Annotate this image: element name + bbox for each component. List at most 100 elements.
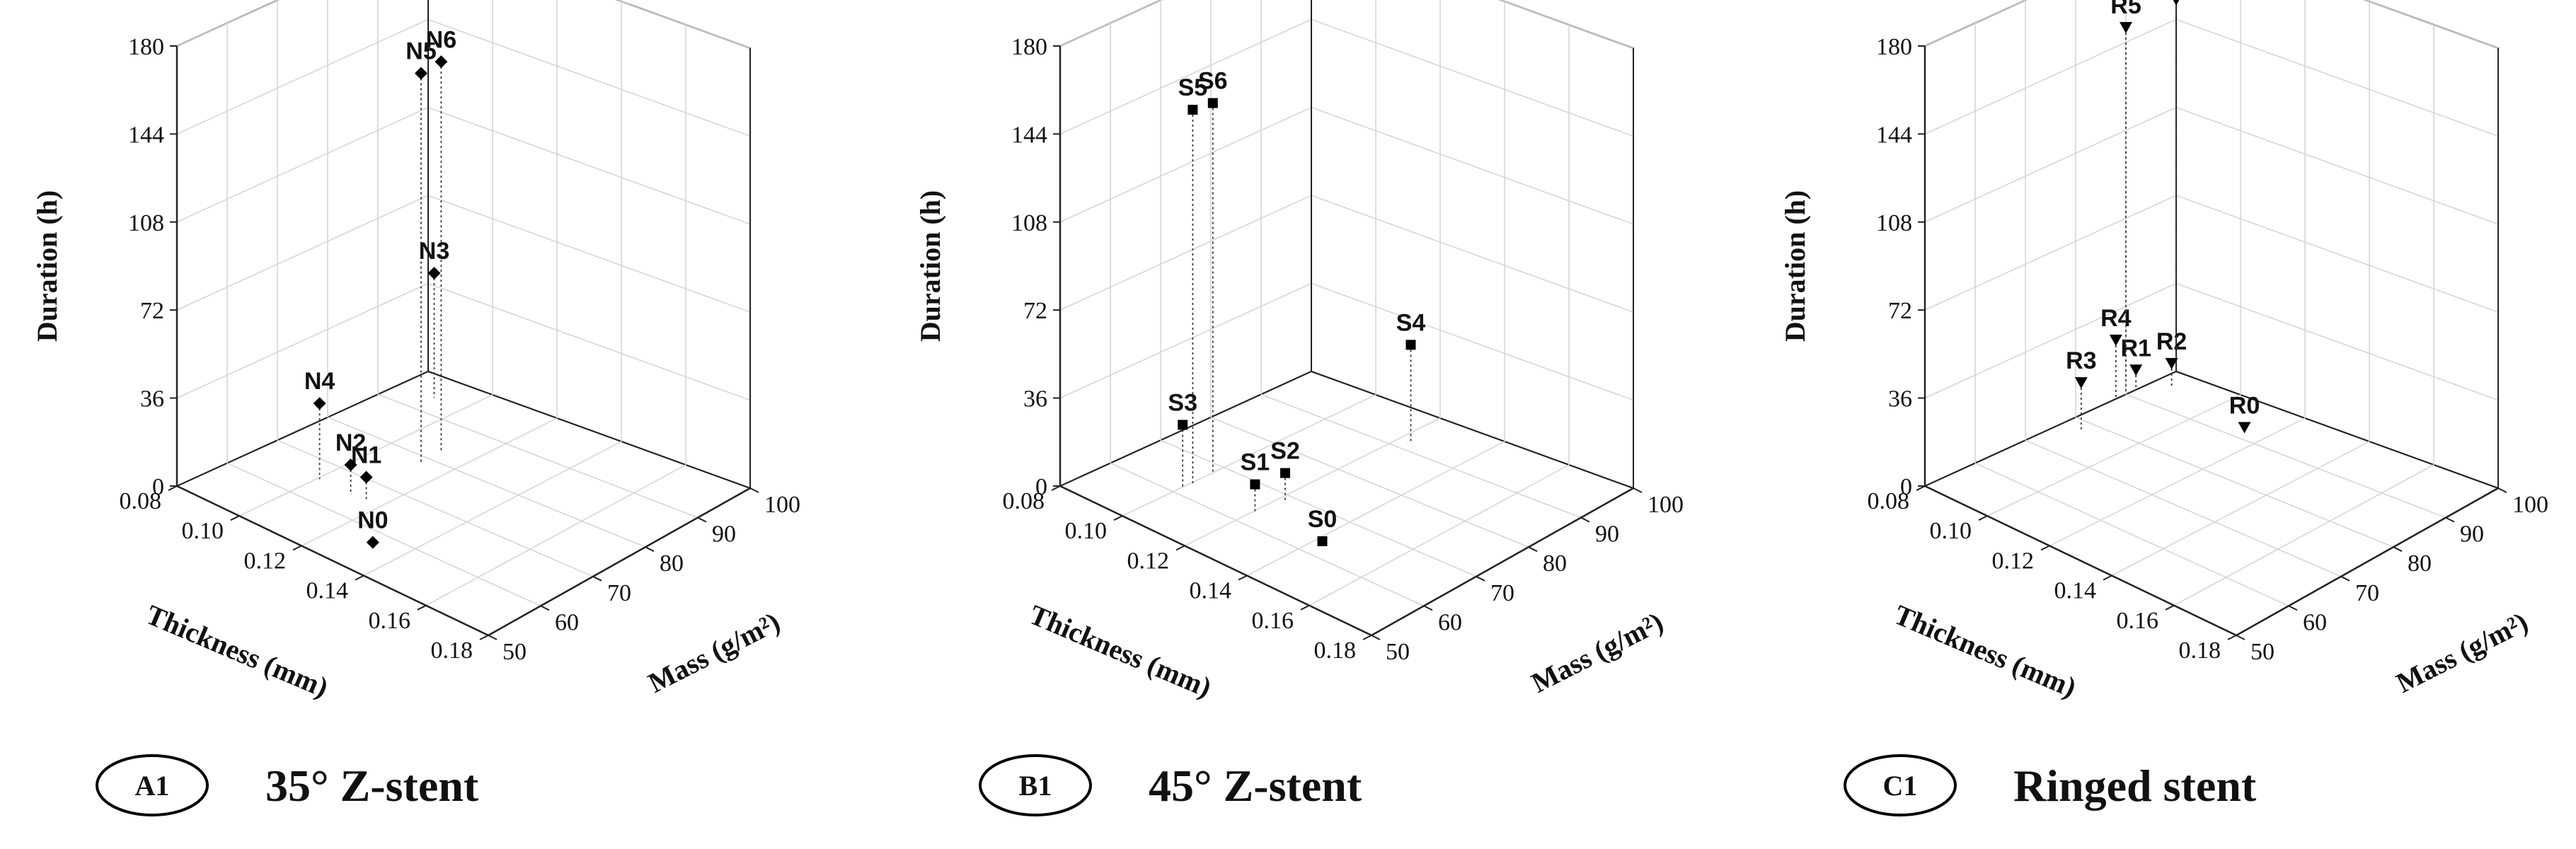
y-tick-label: 60 bbox=[1438, 609, 1462, 635]
y-tick-label: 60 bbox=[555, 609, 579, 635]
thickness-axis-line bbox=[1924, 485, 2237, 637]
x-tick-label: 0.10 bbox=[182, 518, 224, 544]
y-tick-mark bbox=[1528, 546, 1538, 553]
point-label-r3: R3 bbox=[2066, 347, 2096, 374]
point-label-s4: S4 bbox=[1396, 309, 1426, 336]
gridline bbox=[2364, 0, 2499, 49]
panel-badge-label: B1 bbox=[1019, 770, 1052, 802]
point-label-r1: R1 bbox=[2120, 335, 2151, 362]
y-tick-label: 100 bbox=[764, 492, 800, 518]
gridline bbox=[1059, 282, 1312, 399]
panel-title: Ringed stent bbox=[2013, 761, 2257, 811]
x-tick-mark bbox=[1362, 635, 1372, 640]
z-tick-label: 180 bbox=[1011, 34, 1047, 60]
y-axis-label: Mass (g/m²) bbox=[2391, 606, 2533, 699]
z-tick-label: 108 bbox=[1011, 210, 1047, 236]
x-tick-label: 0.14 bbox=[306, 578, 349, 604]
thickness-axis-line bbox=[1059, 485, 1372, 637]
marker-n6 bbox=[435, 55, 448, 69]
z-tick-label: 144 bbox=[1011, 122, 1047, 148]
mass-axis-line bbox=[2236, 487, 2499, 637]
gridline bbox=[427, 18, 751, 137]
x-tick-mark bbox=[2165, 604, 2175, 611]
gridline bbox=[1924, 195, 2177, 311]
z-tick-label: 144 bbox=[128, 122, 164, 148]
gridline bbox=[427, 107, 751, 225]
marker-s6 bbox=[1207, 98, 1218, 108]
y-tick-label: 60 bbox=[2303, 609, 2327, 635]
marker-r3 bbox=[2074, 377, 2088, 389]
marker-r6 bbox=[2173, 0, 2180, 6]
marker-r0 bbox=[2238, 422, 2251, 434]
gridline bbox=[1499, 0, 1634, 49]
x-tick-label: 0.14 bbox=[2054, 578, 2097, 604]
x-tick-label: 0.18 bbox=[1314, 637, 1357, 664]
x-tick-mark bbox=[1300, 604, 1310, 611]
y-tick-mark bbox=[2497, 487, 2507, 493]
gridline bbox=[301, 417, 558, 547]
x-tick-mark bbox=[1978, 515, 1988, 521]
gridline bbox=[1311, 18, 1634, 137]
x-tick-label: 0.16 bbox=[369, 608, 411, 634]
x-axis-label: Thickness (mm) bbox=[142, 599, 333, 704]
gridline bbox=[1924, 107, 2177, 223]
gridline bbox=[2173, 464, 2434, 606]
panel-badge-label: C1 bbox=[1883, 770, 1918, 802]
gridline bbox=[2049, 417, 2306, 547]
point-label-s5: S5 bbox=[1178, 74, 1208, 101]
marker-r5 bbox=[2120, 22, 2132, 34]
x-tick-label: 0.16 bbox=[2117, 608, 2159, 634]
x-tick-mark bbox=[355, 574, 364, 581]
y-tick-mark bbox=[2288, 605, 2298, 611]
x-tick-label: 0.12 bbox=[1127, 548, 1170, 574]
x-tick-mark bbox=[1175, 545, 1185, 551]
gridline bbox=[1184, 417, 1441, 547]
z-tick-label: 180 bbox=[1876, 34, 1912, 60]
gridline bbox=[1260, 393, 1582, 519]
y-tick-mark bbox=[2393, 546, 2403, 553]
gridline bbox=[1924, 18, 2177, 135]
z-axis-label: Duration (h) bbox=[914, 190, 946, 342]
y-tick-label: 80 bbox=[2408, 550, 2432, 577]
y-tick-mark bbox=[592, 575, 602, 582]
marker-s0 bbox=[1317, 536, 1328, 546]
y-tick-mark bbox=[645, 546, 655, 553]
gridline bbox=[176, 0, 280, 47]
gridline bbox=[377, 393, 698, 519]
y-tick-label: 70 bbox=[2355, 580, 2379, 606]
point-label-r2: R2 bbox=[2156, 328, 2187, 355]
gridline bbox=[1309, 464, 1570, 606]
gridline bbox=[238, 394, 493, 516]
x-tick-mark bbox=[168, 485, 178, 491]
panel-badge bbox=[96, 754, 209, 816]
panel-title: 45° Z-stent bbox=[1149, 761, 1362, 811]
y-tick-mark bbox=[1371, 635, 1381, 640]
y-tick-mark bbox=[2340, 575, 2350, 582]
mass-axis-line bbox=[488, 487, 751, 637]
gridline bbox=[2175, 195, 2499, 313]
marker-n2 bbox=[344, 458, 357, 471]
right-back-wall bbox=[427, 0, 751, 490]
gridline bbox=[2175, 282, 2499, 401]
chart-panel-b1: 0 36 72 108 144 180 0.08 0.10 0.12 0.14 0.16 0.18 50… bbox=[914, 0, 1684, 816]
x-tick-label: 0.08 bbox=[1003, 488, 1045, 514]
gridline bbox=[226, 462, 541, 607]
x-tick-mark bbox=[2040, 545, 2050, 551]
chart-panel-c1: 0 36 72 108 144 180 0.08 0.10 0.12 0.14 0.16 0.18 50… bbox=[1779, 0, 2548, 816]
z-tick-label: 180 bbox=[128, 34, 164, 60]
x-tick-label: 0.12 bbox=[1992, 548, 2035, 574]
z-tick-label: 72 bbox=[140, 298, 164, 324]
x-tick-mark bbox=[1238, 574, 1248, 581]
z-tick-label: 36 bbox=[1888, 386, 1912, 412]
y-axis-label: Mass (g/m²) bbox=[1526, 606, 1668, 699]
y-tick-mark bbox=[488, 635, 498, 640]
gridline bbox=[1059, 0, 1163, 47]
panel-badge bbox=[1844, 754, 1957, 816]
x-tick-mark bbox=[2103, 574, 2112, 581]
marker-r4 bbox=[2109, 334, 2122, 346]
x-tick-mark bbox=[1113, 515, 1123, 521]
gridline bbox=[176, 18, 429, 135]
y-tick-label: 80 bbox=[660, 550, 684, 577]
marker-n1 bbox=[360, 470, 373, 484]
